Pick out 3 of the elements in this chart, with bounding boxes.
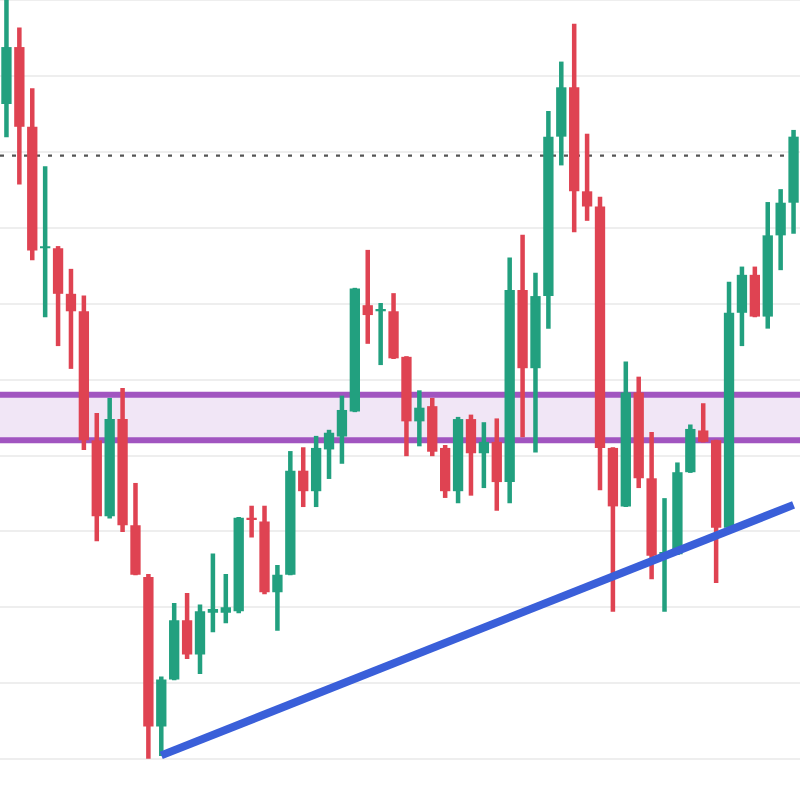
candlestick [246,505,257,538]
candlestick [362,249,373,344]
candlestick [375,303,386,366]
